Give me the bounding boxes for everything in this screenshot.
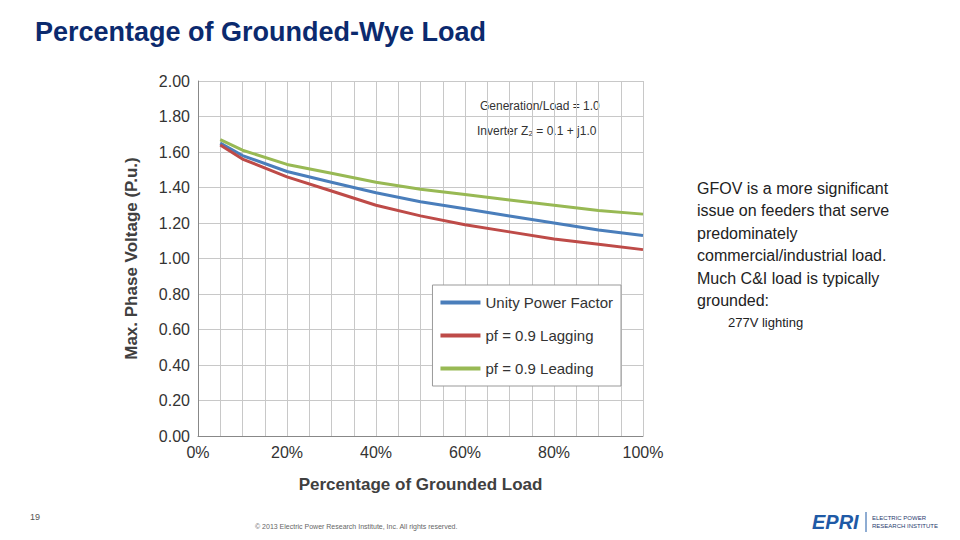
svg-text:80%: 80% <box>538 444 570 461</box>
svg-text:predominately: predominately <box>697 225 798 242</box>
svg-text:Percentage of Grounded-Wye Loa: Percentage of Grounded-Wye Load <box>35 17 486 47</box>
svg-text:100%: 100% <box>623 444 664 461</box>
svg-text:RESEARCH INSTITUTE: RESEARCH INSTITUTE <box>872 523 938 529</box>
svg-text:Max. Phase Voltage (P.u.): Max. Phase Voltage (P.u.) <box>122 157 141 360</box>
svg-text:0.60: 0.60 <box>159 321 190 338</box>
svg-text:pf = 0.9 Lagging: pf = 0.9 Lagging <box>485 327 593 344</box>
svg-text:2.00: 2.00 <box>159 73 190 90</box>
svg-text:ELECTRIC POWER: ELECTRIC POWER <box>872 515 927 521</box>
svg-text:GFOV is a more significant: GFOV is a more significant <box>697 180 889 197</box>
svg-text:20%: 20% <box>271 444 303 461</box>
svg-text:40%: 40% <box>360 444 392 461</box>
svg-text:Percentage of Grounded Load: Percentage of Grounded Load <box>299 475 543 494</box>
svg-text:1.80: 1.80 <box>159 108 190 125</box>
svg-text:0.00: 0.00 <box>159 428 190 445</box>
svg-text:0.40: 0.40 <box>159 357 190 374</box>
svg-text:© 2013 Electric Power Research: © 2013 Electric Power Research Institute… <box>255 523 457 531</box>
svg-text:Much C&I load is typically: Much C&I load is typically <box>697 270 879 287</box>
svg-text:1.00: 1.00 <box>159 250 190 267</box>
svg-text:19: 19 <box>30 512 40 522</box>
svg-text:0.20: 0.20 <box>159 392 190 409</box>
svg-text:1.20: 1.20 <box>159 215 190 232</box>
svg-text:1.60: 1.60 <box>159 144 190 161</box>
svg-text:0.80: 0.80 <box>159 286 190 303</box>
svg-text:0%: 0% <box>186 444 209 461</box>
svg-text:Inverter Z₂ = 0.1 + j1.0: Inverter Z₂ = 0.1 + j1.0 <box>477 124 597 138</box>
svg-text:60%: 60% <box>449 444 481 461</box>
svg-text:Unity Power Factor: Unity Power Factor <box>485 294 613 311</box>
svg-text:1.40: 1.40 <box>159 179 190 196</box>
svg-text:issue on feeders that serve: issue on feeders that serve <box>697 202 889 219</box>
svg-text:grounded:: grounded: <box>697 292 769 309</box>
svg-text:EPRI: EPRI <box>812 511 859 533</box>
svg-text:pf = 0.9 Leading: pf = 0.9 Leading <box>485 360 593 377</box>
svg-text:277V lighting: 277V lighting <box>728 315 803 330</box>
svg-text:Generation/Load = 1.0: Generation/Load = 1.0 <box>480 99 600 113</box>
svg-text:commercial/industrial load.: commercial/industrial load. <box>697 247 886 264</box>
